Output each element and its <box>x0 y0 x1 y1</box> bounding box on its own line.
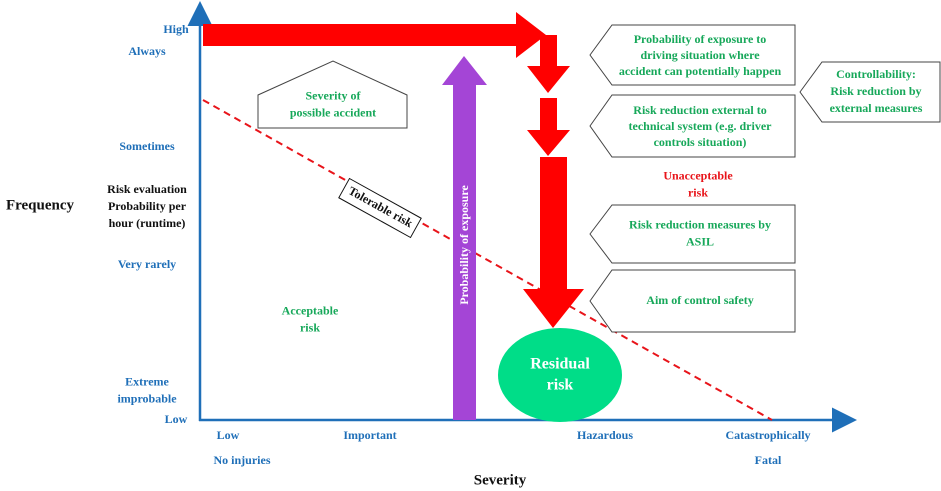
red-arrow <box>523 157 584 328</box>
x-label: No injuries <box>214 453 271 467</box>
callout-text: Aim of control safety <box>646 293 753 307</box>
callout-text-line: Risk reduction by <box>830 84 921 98</box>
y-label: Sometimes <box>119 139 175 153</box>
callout-box <box>589 24 796 86</box>
callout-text-line: controls situation) <box>654 135 747 149</box>
callout-text: Controllability: Risk reduction by externa… <box>830 67 923 115</box>
callout-text-line: Risk reduction external to <box>633 103 766 117</box>
tolerable-frame <box>338 177 422 239</box>
x-label: Important <box>343 428 396 442</box>
callout-box <box>589 94 796 158</box>
x-label: Fatal <box>755 453 782 467</box>
x-axis-title: Severity <box>474 472 527 488</box>
region-label: Severity of possible accident <box>290 88 376 119</box>
region-label-line: Acceptable <box>282 303 339 317</box>
callout-text-line: Aim of control safety <box>646 293 753 307</box>
red-arrow <box>527 35 570 93</box>
callout-text-line: external measures <box>830 101 923 115</box>
y-label-line: Extreme <box>125 374 169 388</box>
y-label-line: improbable <box>117 391 177 405</box>
region-label-line: risk <box>688 185 708 199</box>
callout-box <box>589 269 796 333</box>
region-label: Residual risk <box>530 355 590 393</box>
tolerable-box: Tolerable risk <box>338 177 422 239</box>
callout-text-line: Probability of exposure to <box>634 32 767 46</box>
region-label-line: Severity of <box>306 88 362 102</box>
y-label: Very rarely <box>118 257 176 271</box>
region-label-line: Unacceptable <box>663 168 733 182</box>
purple-arrow <box>442 56 487 420</box>
callout-text-line: accident can potentially happen <box>619 64 782 78</box>
region-label: Unacceptable risk <box>663 168 733 199</box>
y-label-line: Probability per <box>108 199 187 213</box>
risk-line <box>202 99 773 421</box>
y-axis-title: Frequency <box>6 197 75 213</box>
y-label-line: Risk evaluation <box>107 182 187 196</box>
callout-text: Probability of exposure to driving situat… <box>619 32 782 78</box>
residual-ellipse <box>498 328 622 422</box>
y-label-line: hour (runtime) <box>109 216 186 230</box>
region-label-line: risk <box>300 320 320 334</box>
region-label-line: Residual <box>530 355 590 372</box>
x-label: Hazardous <box>577 428 633 442</box>
region-label-line: possible accident <box>290 105 376 119</box>
red-arrow <box>203 12 546 58</box>
callout-text-line: Controllability: <box>836 67 916 81</box>
callout-box <box>589 204 796 264</box>
y-label: Low <box>165 412 188 426</box>
x-label: Low <box>217 428 240 442</box>
exposure-label: Probability of exposure <box>457 185 471 305</box>
pentagon <box>257 60 408 129</box>
region-label-line: risk <box>547 376 574 393</box>
y-label: Extreme improbable <box>117 374 177 405</box>
callout-box <box>799 61 941 123</box>
y-label: Always <box>128 44 166 58</box>
callout-text-line: technical system (e.g. driver <box>629 119 773 133</box>
callout-text: Risk reduction external to technical syst… <box>629 103 773 149</box>
region-label: Acceptable risk <box>282 303 339 334</box>
callout-text-line: driving situation where <box>640 48 760 62</box>
callout-text-line: Risk reduction measures by <box>629 217 771 231</box>
x-label: Catastrophically <box>725 428 810 442</box>
callout-text: Risk reduction measures by ASIL <box>629 217 771 248</box>
callout-text-line: ASIL <box>686 234 714 248</box>
y-label: Risk evaluation Probability per hour (runt… <box>107 182 187 230</box>
red-arrow <box>527 98 570 156</box>
y-label: High <box>163 22 189 36</box>
